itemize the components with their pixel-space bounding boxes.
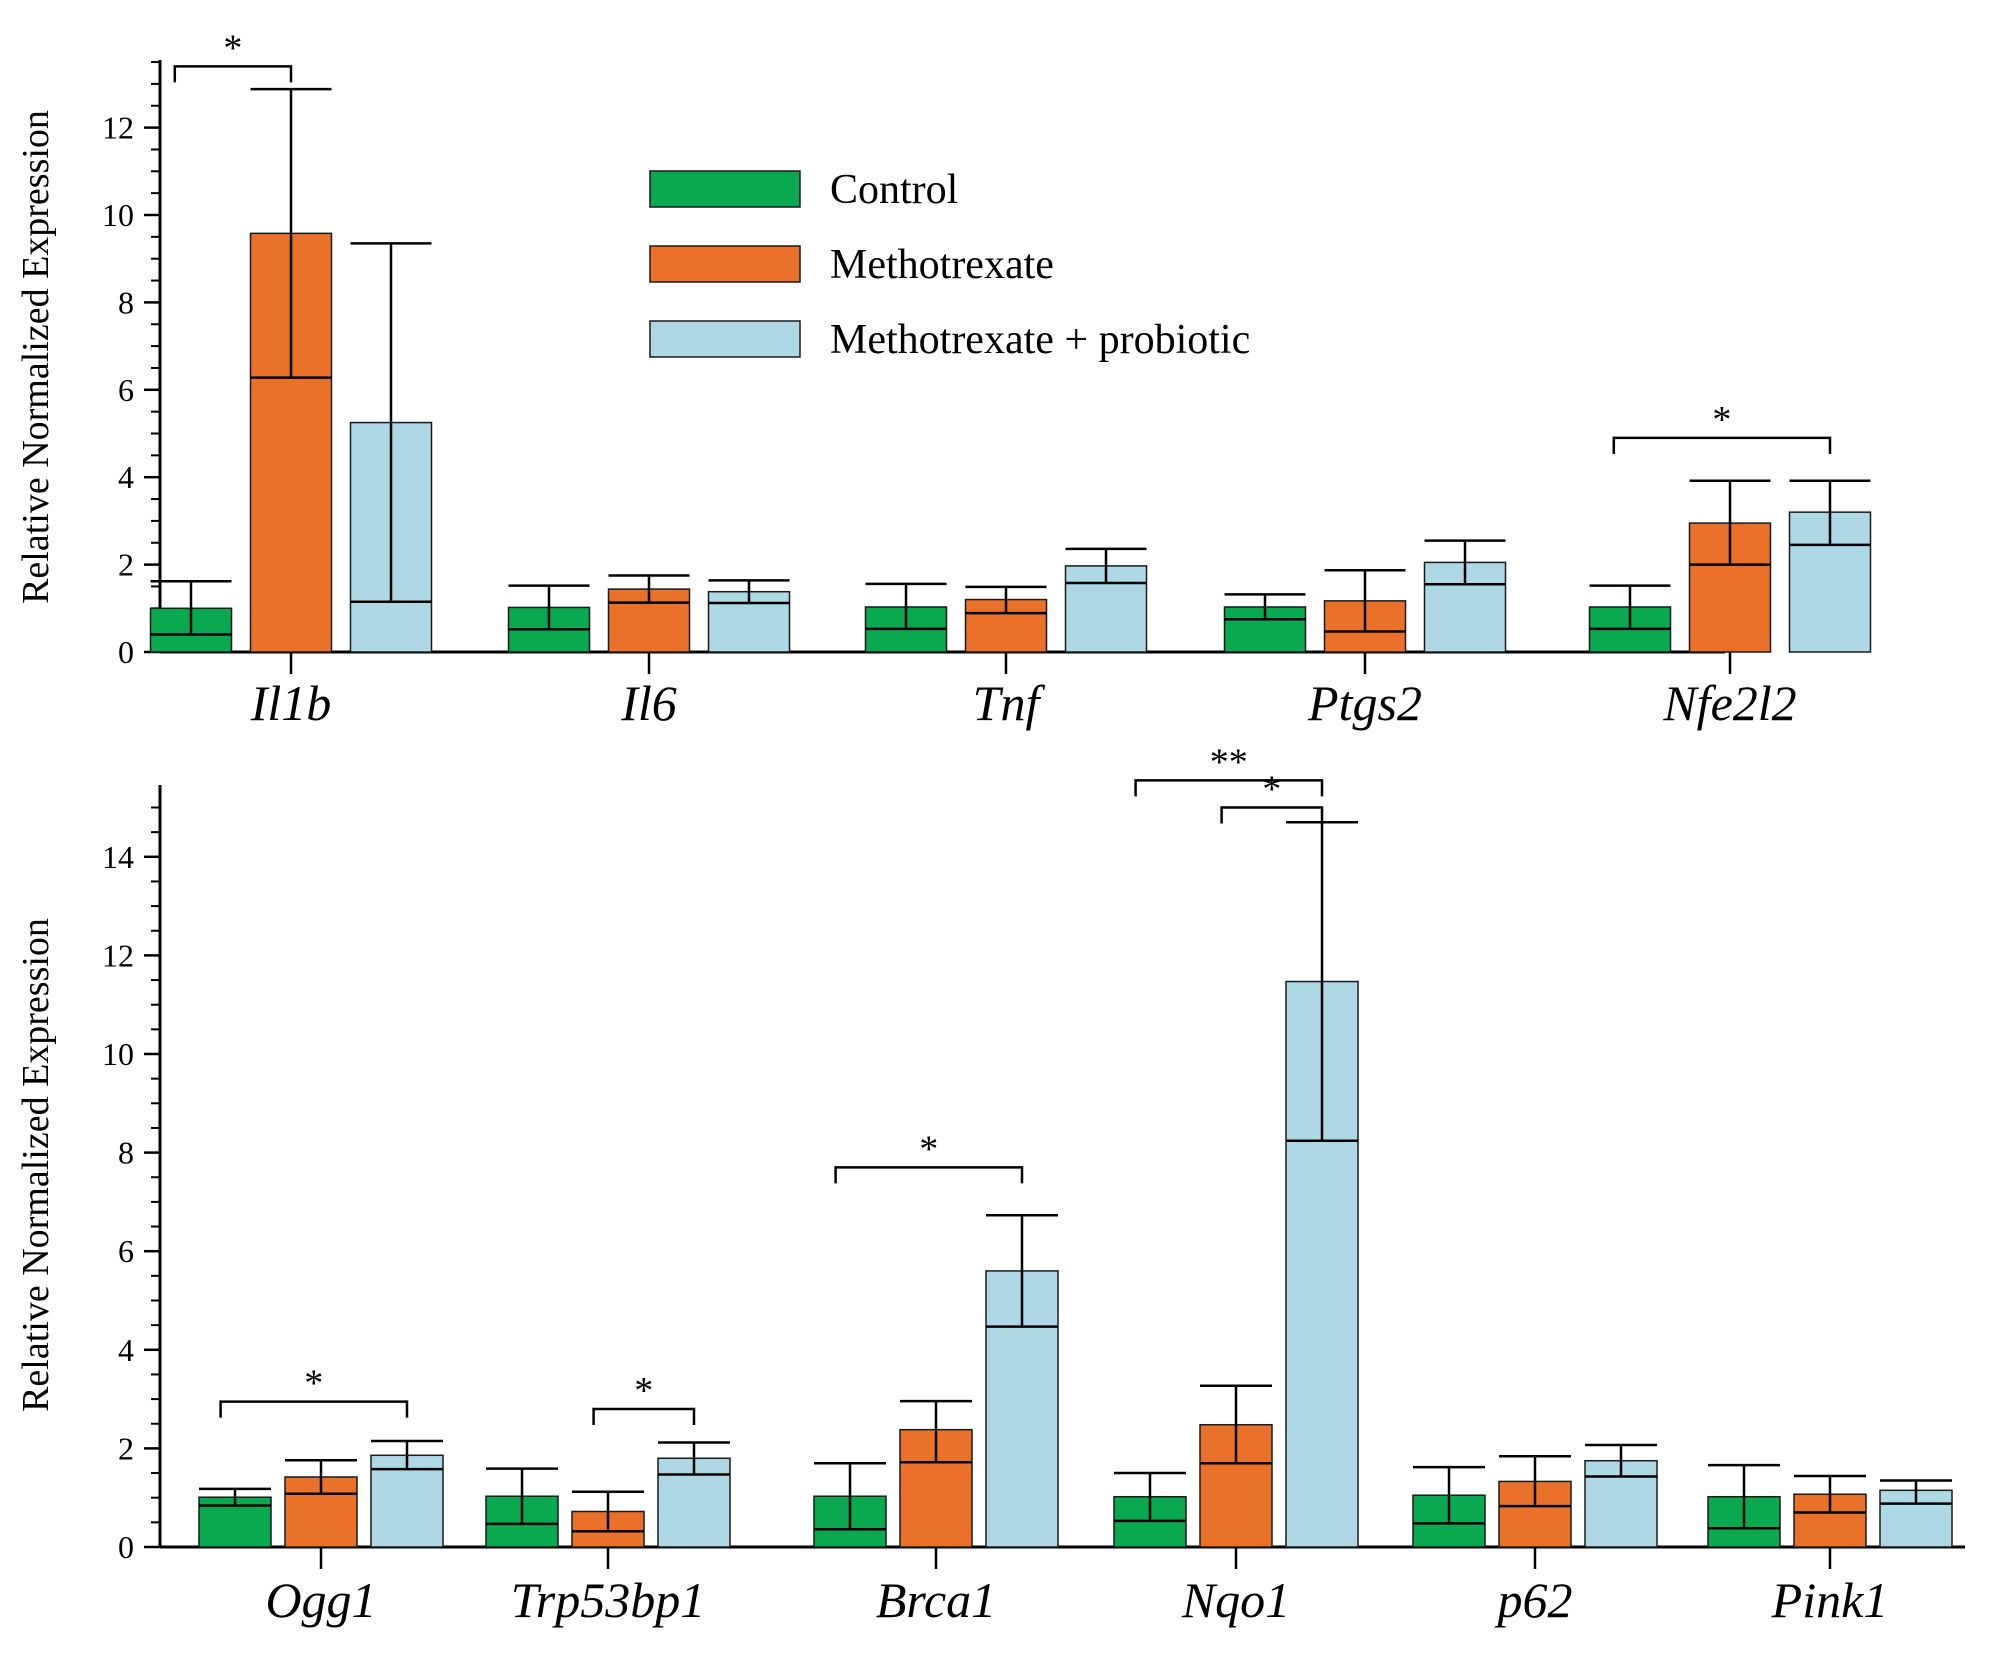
significance-label: *	[919, 1128, 938, 1170]
y-axis-title: Relative Normalized Expression	[15, 918, 57, 1412]
y-tick-label: 8	[118, 284, 134, 320]
y-tick-label: 0	[118, 634, 134, 670]
x-category-label: Il6	[620, 675, 677, 731]
y-tick-label: 6	[118, 372, 134, 408]
significance-bracket	[219, 1400, 409, 1418]
significance-bracket	[173, 65, 293, 83]
significance-bracket	[1134, 779, 1324, 797]
y-tick-label: 14	[102, 839, 134, 875]
x-category-label: Il1b	[250, 675, 332, 731]
y-tick-label: 2	[118, 1430, 134, 1466]
legend-swatch-methotrexate-probiotic	[649, 320, 801, 358]
bar-methotrexate-nqo1	[1199, 1423, 1273, 1548]
y-tick-label: 10	[102, 197, 134, 233]
significance-label: *	[634, 1370, 653, 1412]
y-tick-label: 4	[118, 459, 134, 495]
x-category-label: Ptgs2	[1307, 675, 1422, 731]
significance-bracket	[1220, 806, 1324, 824]
significance-label: *	[304, 1363, 323, 1405]
significance-bracket	[592, 1407, 696, 1425]
y-tick-label: 12	[102, 937, 134, 973]
significance-bracket	[834, 1166, 1024, 1184]
legend-label-methotrexate-probiotic: Methotrexate + probiotic	[830, 317, 1250, 363]
x-category-label: p62	[1495, 1572, 1573, 1628]
y-tick-label: 8	[118, 1135, 134, 1171]
y-tick-label: 0	[118, 1529, 134, 1565]
significance-label: **	[1210, 741, 1248, 783]
x-category-label: Pink1	[1771, 1572, 1889, 1628]
bar-methotrexate-tnf	[964, 598, 1048, 653]
legend-swatch-methotrexate	[649, 245, 801, 283]
chart-panel-top: 0 2 4 6 8 10 12 Relative Normalized Expression I…	[15, 27, 1872, 731]
y-tick-label: 12	[102, 110, 134, 146]
x-category-label: Ogg1	[265, 1572, 376, 1628]
x-category-label: Brca1	[876, 1572, 996, 1628]
x-category-label: Nfe2l2	[1662, 675, 1796, 731]
y-tick-label: 4	[118, 1332, 134, 1368]
y-tick-label: 6	[118, 1233, 134, 1269]
chart-panel-bottom: 0 2 4 6 8 10 12 14 Relative Normalized Expressio…	[15, 741, 1965, 1628]
legend-label-control: Control	[830, 167, 958, 213]
significance-label: *	[1712, 399, 1731, 441]
x-category-label: Tnf	[973, 675, 1046, 731]
legend-label-methotrexate: Methotrexate	[830, 242, 1054, 288]
significance-label: *	[223, 27, 242, 69]
y-tick-label: 10	[102, 1036, 134, 1072]
y-axis-title: Relative Normalized Expression	[15, 110, 57, 604]
y-tick-label: 2	[118, 547, 134, 583]
legend-swatch-control	[649, 170, 801, 208]
significance-bracket	[1612, 436, 1832, 454]
x-category-label: Trp53bp1	[511, 1572, 706, 1628]
significance-label: *	[1262, 769, 1281, 811]
x-category-label: Nqo1	[1181, 1572, 1290, 1628]
legend: Control Methotrexate Methotrexate + probio…	[649, 167, 1250, 363]
